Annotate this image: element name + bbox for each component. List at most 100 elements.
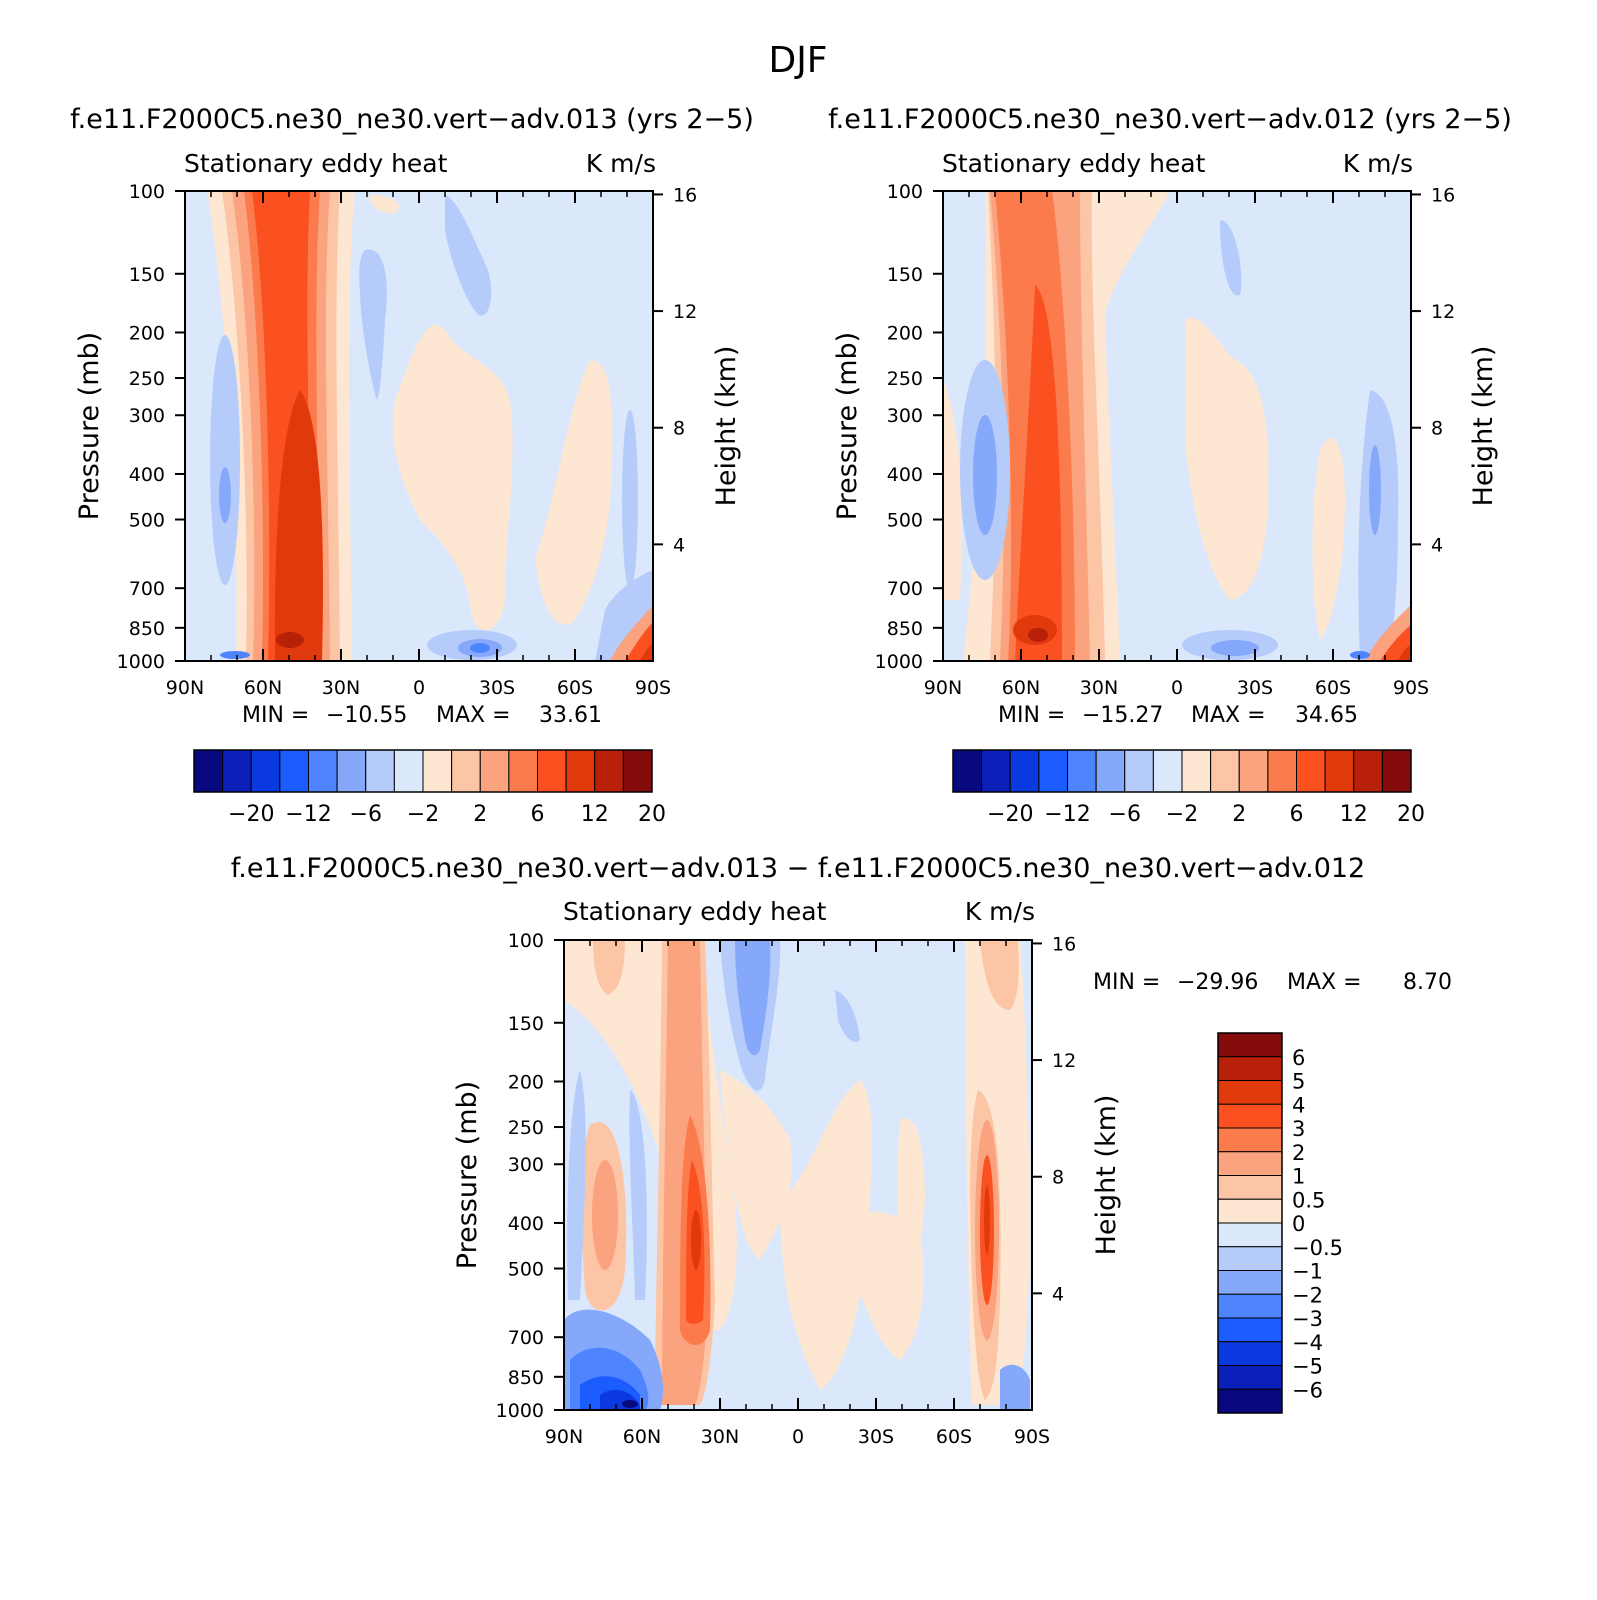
panel-1-min-label: MIN = bbox=[242, 703, 309, 728]
y-tick-label: 500 bbox=[508, 1259, 544, 1281]
colorbar-label: 2 bbox=[473, 802, 487, 827]
colorbar-swatch bbox=[1217, 1365, 1283, 1390]
colorbar-swatch bbox=[981, 749, 1011, 793]
x-tick-label: 30S bbox=[479, 677, 515, 699]
panel-1-y-ticks: 100 150 200 250 300 400 500 700 850 1000 bbox=[117, 181, 185, 673]
y-tick-label: 500 bbox=[887, 510, 923, 532]
y-tick-label: 850 bbox=[887, 618, 923, 640]
panel-3-axes: 90N 60N 30N 0 30S 60S 90S 100 150 200 250 300 400 50… bbox=[496, 930, 1077, 1448]
panel-1-neg-highlat bbox=[210, 335, 240, 585]
y-tick-label: 700 bbox=[508, 1327, 544, 1349]
panel-3-min-value: −29.96 bbox=[1177, 970, 1258, 995]
colorbar-swatch bbox=[1152, 749, 1183, 793]
panel-1-core-20 bbox=[276, 632, 304, 648]
y-right-tick-label: 4 bbox=[1431, 534, 1443, 556]
colorbar-label: 4 bbox=[1292, 1093, 1305, 1117]
colorbar-frame bbox=[952, 749, 1412, 793]
colorbar-label: 2 bbox=[1232, 802, 1246, 827]
panel-3-y-right-ticks: 16 12 8 4 bbox=[1032, 933, 1076, 1305]
figure-title: DJF bbox=[768, 40, 827, 81]
panel-1-colorbar: −20 −12 −6 −2 2 6 12 20 bbox=[193, 749, 666, 827]
colorbar-swatch bbox=[193, 749, 224, 793]
panel-1-x-ticks: 90N 60N 30N 0 30S 60S 90S bbox=[166, 191, 671, 699]
colorbar-swatch bbox=[537, 749, 567, 793]
panel-3-subtitle-left: Stationary eddy heat bbox=[563, 897, 827, 926]
colorbar-swatch bbox=[1095, 749, 1126, 793]
panel-3-subtitle-right: K m/s bbox=[965, 897, 1035, 926]
y-tick-label: 300 bbox=[887, 405, 923, 427]
x-tick-label: 60S bbox=[1315, 677, 1351, 699]
panel-2-y-ticks: 100 150 200 250 300 400 500 700 850 1000 bbox=[875, 181, 943, 673]
colorbar-swatch bbox=[1217, 1056, 1283, 1081]
colorbar-label: 0 bbox=[1292, 1212, 1305, 1236]
y-right-tick-label: 12 bbox=[673, 301, 697, 323]
colorbar-label: −2 bbox=[407, 802, 439, 827]
colorbar-label: −2 bbox=[1292, 1283, 1323, 1307]
panel-1-max-value: 33.61 bbox=[539, 703, 602, 728]
colorbar-frame bbox=[1217, 1032, 1283, 1414]
colorbar-swatch bbox=[622, 749, 653, 793]
y-right-tick-label: 12 bbox=[1431, 301, 1455, 323]
y-tick-label: 850 bbox=[129, 618, 165, 640]
panel-1-ylabel-right: Height (km) bbox=[711, 346, 742, 507]
colorbar-label: 20 bbox=[638, 802, 666, 827]
y-right-tick-label: 16 bbox=[673, 184, 697, 206]
panel-3-ylabel-right: Height (km) bbox=[1091, 1095, 1122, 1256]
colorbar-label: −2 bbox=[1166, 802, 1198, 827]
y-tick-label: 700 bbox=[887, 578, 923, 600]
x-tick-label: 0 bbox=[1171, 677, 1183, 699]
x-tick-label: 30S bbox=[858, 1426, 894, 1448]
colorbar-swatch bbox=[1267, 749, 1297, 793]
y-tick-label: 300 bbox=[508, 1154, 544, 1176]
colorbar-swatch bbox=[1217, 1080, 1283, 1105]
colorbar-swatch bbox=[1217, 1032, 1283, 1058]
panel-3-min-label: MIN = bbox=[1093, 970, 1160, 995]
y-tick-label: 400 bbox=[129, 464, 165, 486]
colorbar-swatch bbox=[1217, 1222, 1283, 1248]
panel-1-y-right-ticks: 16 12 8 4 bbox=[653, 184, 697, 556]
y-tick-label: 200 bbox=[129, 322, 165, 344]
colorbar-swatch bbox=[508, 749, 538, 793]
colorbar-swatch bbox=[1210, 749, 1240, 793]
colorbar-label: −20 bbox=[228, 802, 274, 827]
colorbar-swatch bbox=[1217, 1293, 1283, 1319]
y-tick-label: 500 bbox=[129, 510, 165, 532]
y-tick-label: 850 bbox=[508, 1367, 544, 1389]
panel-2-axes: 90N 60N 30N 0 30S 60S 90S 100 150 200 250 300 400 50… bbox=[875, 181, 1456, 699]
panel-1-ylabel: Pressure (mb) bbox=[74, 332, 105, 520]
colorbar-swatch bbox=[451, 749, 481, 793]
x-tick-label: 90N bbox=[924, 677, 962, 699]
colorbar-swatch bbox=[222, 749, 252, 793]
panel-3-ylabel: Pressure (mb) bbox=[452, 1081, 483, 1269]
x-tick-label: 0 bbox=[792, 1426, 804, 1448]
colorbar-label: 2 bbox=[1292, 1141, 1305, 1165]
y-tick-label: 150 bbox=[129, 264, 165, 286]
colorbar-swatch bbox=[393, 749, 424, 793]
y-tick-label: 1000 bbox=[875, 651, 923, 673]
colorbar-label: −4 bbox=[1292, 1331, 1323, 1355]
colorbar-label: −12 bbox=[1044, 802, 1090, 827]
panel-3-plot-area bbox=[563, 939, 1033, 1411]
x-tick-label: 30N bbox=[1080, 677, 1118, 699]
y-tick-label: 700 bbox=[129, 578, 165, 600]
colorbar-swatch bbox=[1381, 749, 1412, 793]
colorbar-label: −1 bbox=[1292, 1260, 1323, 1284]
x-tick-label: 30S bbox=[1237, 677, 1273, 699]
panel-2-x-ticks: 90N 60N 30N 0 30S 60S 90S bbox=[924, 191, 1429, 699]
panel-1-pos-south bbox=[393, 324, 513, 630]
y-tick-label: 100 bbox=[129, 181, 165, 203]
colorbar-swatch bbox=[1124, 749, 1154, 793]
x-tick-label: 90N bbox=[545, 1426, 583, 1448]
panel-2: f.e11.F2000C5.ne30_ne30.vert−adv.012 (yr… bbox=[828, 104, 1512, 827]
panel-2-max-value: 34.65 bbox=[1295, 703, 1358, 728]
panel-1-subtitle-right: K m/s bbox=[586, 149, 656, 178]
colorbar-label: 12 bbox=[1340, 802, 1368, 827]
colorbar-swatch bbox=[952, 749, 983, 793]
colorbar-label: 1 bbox=[1292, 1165, 1305, 1189]
panel-2-plot-area bbox=[942, 190, 1412, 662]
panel-3-max-label: MAX = bbox=[1287, 970, 1362, 995]
x-tick-label: 30N bbox=[701, 1426, 739, 1448]
y-right-tick-label: 8 bbox=[673, 418, 685, 440]
colorbar-label: −6 bbox=[1292, 1378, 1323, 1402]
